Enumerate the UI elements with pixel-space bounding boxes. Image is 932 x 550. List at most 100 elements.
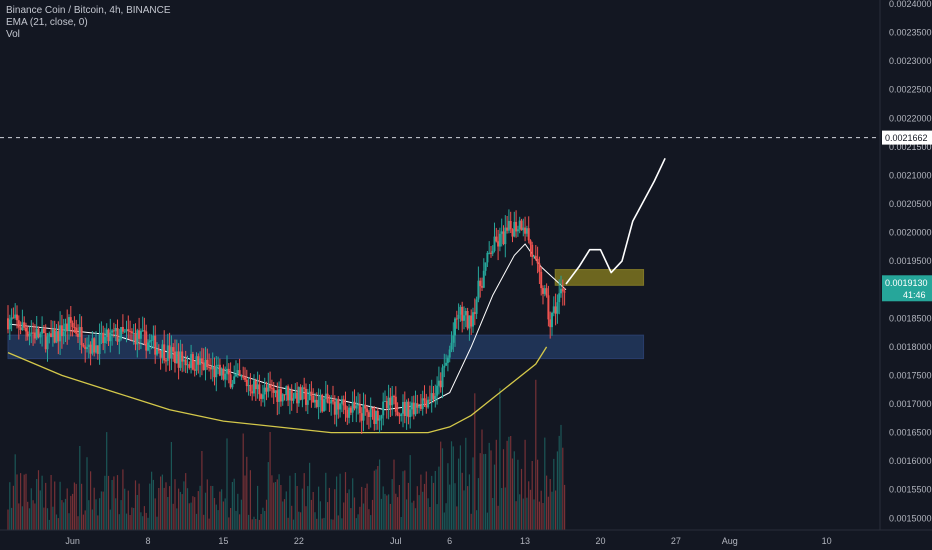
candle-body <box>475 299 478 314</box>
x-tick-label[interactable]: Jun <box>65 536 80 546</box>
x-tick-label[interactable]: 20 <box>595 536 605 546</box>
y-tick-label[interactable]: 0.0024000 <box>889 0 932 9</box>
candle-body <box>270 387 273 389</box>
candle-body <box>534 255 537 259</box>
candle-body <box>364 404 367 409</box>
candle-body <box>242 375 245 378</box>
volume-bar <box>413 500 415 530</box>
x-axis[interactable]: Jun 8 15 22 Jul 6 13 20 27 Aug 10 <box>65 536 831 546</box>
candle-body <box>152 335 155 340</box>
candle-body <box>446 357 449 363</box>
volume-bar <box>237 493 239 530</box>
candle-body <box>161 344 164 358</box>
candle-body <box>191 354 194 370</box>
volume-bar <box>449 484 451 530</box>
candle-body <box>247 385 250 387</box>
y-tick-label[interactable]: 0.0018500 <box>889 313 932 323</box>
x-tick-label[interactable]: 27 <box>671 536 681 546</box>
candle-body <box>450 342 453 350</box>
legend-symbol[interactable]: Binance Coin / Bitcoin, 4h, BINANCE <box>6 5 171 16</box>
candle-body <box>141 330 144 332</box>
candle-body <box>249 385 252 392</box>
candle-body <box>156 349 158 355</box>
x-tick-label[interactable]: Aug <box>722 536 738 546</box>
x-tick-label[interactable]: 22 <box>294 536 304 546</box>
x-tick-label[interactable]: 13 <box>520 536 530 546</box>
y-tick-label[interactable]: 0.0021500 <box>889 142 932 152</box>
volume-bar <box>452 446 454 530</box>
y-tick-label[interactable]: 0.0019500 <box>889 256 932 266</box>
volume-bar <box>203 514 205 530</box>
candle-body <box>120 327 123 339</box>
legend-ema[interactable]: EMA (21, close, 0) <box>6 17 88 28</box>
candle-body <box>87 344 90 348</box>
volume-bar <box>244 475 246 530</box>
candle-body <box>51 328 54 337</box>
candle-body <box>533 255 535 257</box>
resistance-zone <box>554 269 645 286</box>
volume-bar <box>37 470 40 530</box>
volume-bar <box>260 514 262 530</box>
volume-bar <box>265 499 268 530</box>
y-tick-label[interactable]: 0.0016500 <box>889 428 932 438</box>
y-tick-label[interactable]: 0.0023500 <box>889 28 932 38</box>
volume-bar <box>197 491 199 530</box>
volume-bar <box>273 482 275 530</box>
candle-body <box>170 347 173 359</box>
volume-bar <box>562 447 564 530</box>
candle-body <box>91 338 94 354</box>
x-tick-label[interactable]: 10 <box>822 536 832 546</box>
volume-bar <box>434 471 436 530</box>
y-tick-label[interactable]: 0.0020000 <box>889 228 932 238</box>
volume-bar <box>393 459 395 530</box>
candle-body <box>491 250 494 254</box>
candle-body <box>168 345 171 359</box>
volume-bar <box>456 506 458 530</box>
x-tick-label[interactable]: Jul <box>390 536 402 546</box>
candle-body <box>274 390 277 393</box>
volume-bar <box>479 453 481 530</box>
candle-body <box>394 396 397 412</box>
y-tick-label[interactable]: 0.0022000 <box>889 113 932 123</box>
volume-bar <box>389 503 391 530</box>
y-tick-label[interactable]: 0.0018000 <box>889 342 932 352</box>
y-tick-label[interactable]: 0.0022500 <box>889 85 932 95</box>
candle-body <box>30 332 33 335</box>
candle-body <box>380 415 383 419</box>
candle-body <box>256 384 259 390</box>
volume-bar <box>86 457 88 530</box>
volume-bar <box>391 479 393 530</box>
y-tick-label[interactable]: 0.0020500 <box>889 199 932 209</box>
candle-body <box>366 408 369 413</box>
y-tick-label[interactable]: 0.0023000 <box>889 56 932 66</box>
volume-bar <box>84 510 86 530</box>
candle-body <box>479 280 482 287</box>
candle-body <box>428 399 431 401</box>
y-tick-label[interactable]: 0.0021000 <box>889 170 932 180</box>
candle-body <box>330 399 333 404</box>
legend-vol[interactable]: Vol <box>6 29 20 40</box>
candle-body <box>288 390 291 401</box>
candle-body <box>281 394 284 402</box>
volume-bar <box>269 432 271 530</box>
volume-bar <box>283 499 286 530</box>
y-tick-label[interactable]: 0.0015500 <box>889 485 932 495</box>
x-tick-label[interactable]: 8 <box>146 536 151 546</box>
volume-bar <box>231 482 233 530</box>
y-tick-label[interactable]: 0.0017500 <box>889 370 932 380</box>
volume-bar <box>25 473 27 530</box>
price-badges: 0.0021662 0.0019130 41:46 <box>882 130 932 302</box>
candle-body <box>218 364 221 376</box>
volume-bar <box>310 499 312 530</box>
candle-body <box>299 387 302 400</box>
y-tick-label[interactable]: 0.0015000 <box>889 513 932 523</box>
y-tick-label[interactable]: 0.0017000 <box>889 399 932 409</box>
x-tick-label[interactable]: 6 <box>447 536 452 546</box>
volume-bar <box>120 500 122 530</box>
x-tick-label[interactable]: 15 <box>218 536 228 546</box>
candle-body <box>560 288 562 294</box>
volume-bar <box>438 466 440 530</box>
candle-body <box>308 391 311 401</box>
y-tick-label[interactable]: 0.0016000 <box>889 456 932 466</box>
